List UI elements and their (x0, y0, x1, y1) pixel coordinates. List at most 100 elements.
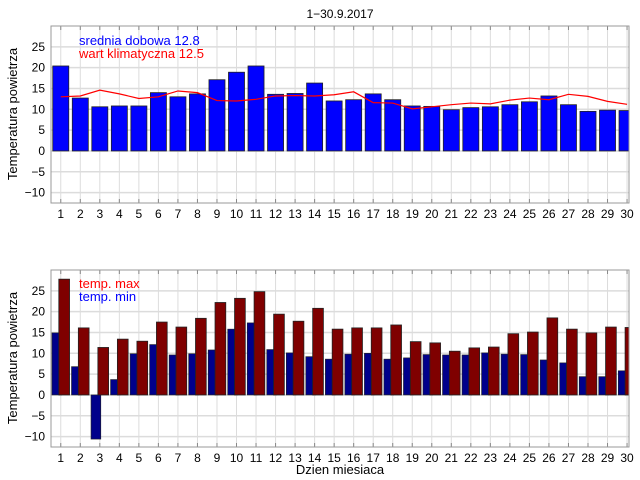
y-tick-label: 15 (32, 81, 46, 95)
y-tick-label: 10 (32, 346, 46, 360)
max-temp-bar (214, 302, 227, 396)
x-tick-label: 12 (269, 207, 283, 221)
y-tick-label: 25 (32, 40, 46, 54)
x-tick-label: 15 (327, 207, 341, 221)
y-tick-label: −5 (31, 165, 45, 179)
max-temp-bar (390, 324, 402, 396)
x-axis-label: Dzien miesiaca (296, 462, 385, 477)
x-tick-label: 18 (386, 207, 400, 221)
max-temp-bar (624, 327, 630, 396)
x-tick-label: 14 (308, 207, 322, 221)
max-temp-bar (546, 317, 559, 396)
max-temp-bar (58, 278, 70, 396)
max-temp-bar (234, 297, 246, 396)
mean-bar (306, 82, 324, 152)
mean-bar (521, 101, 538, 152)
x-tick-label: 3 (96, 451, 103, 465)
max-temp-bar (312, 307, 324, 396)
legend-mean: srednia dobowa 12.8 (79, 33, 200, 48)
x-tick-label: 26 (542, 207, 556, 221)
x-tick-label: 10 (230, 207, 244, 221)
x-tick-label: 27 (562, 451, 576, 465)
mean-bar (189, 93, 206, 152)
mean-bar (423, 105, 441, 152)
x-tick-label: 27 (562, 207, 576, 221)
mean-bar (91, 106, 109, 152)
max-temp-bar (488, 346, 500, 396)
max-temp-bar (585, 332, 598, 396)
max-temp-bar (253, 291, 266, 396)
mean-bar (618, 110, 630, 152)
x-tick-label: 16 (347, 207, 361, 221)
max-temp-bar (195, 317, 207, 396)
x-tick-label: 29 (601, 451, 615, 465)
y-tick-label: −5 (31, 409, 45, 423)
max-temp-bar (468, 347, 481, 396)
legend-min: temp. min (79, 289, 136, 304)
x-tick-label: 6 (155, 207, 162, 221)
mean-bar (208, 79, 226, 152)
x-tick-label: 16 (347, 451, 361, 465)
mean-bar (169, 96, 187, 152)
x-tick-label: 24 (503, 207, 517, 221)
x-tick-label: 10 (230, 451, 244, 465)
x-tick-label: 19 (406, 207, 420, 221)
y-tick-label: 5 (38, 367, 45, 381)
x-tick-label: 13 (288, 207, 302, 221)
mean-bar (501, 104, 519, 152)
mean-bar (599, 109, 616, 152)
x-tick-label: 11 (250, 451, 263, 465)
x-tick-label: 22 (464, 207, 478, 221)
max-temp-bar (292, 320, 305, 396)
x-tick-label: 30 (620, 451, 634, 465)
x-tick-label: 17 (367, 451, 381, 465)
x-tick-label: 8 (194, 451, 201, 465)
max-temp-bar (429, 342, 441, 396)
x-tick-label: 22 (464, 451, 478, 465)
mean-bar (110, 105, 128, 152)
x-tick-label: 8 (194, 207, 201, 221)
max-temp-bar (156, 321, 168, 396)
max-temp-bar (409, 341, 422, 396)
x-tick-label: 20 (425, 207, 439, 221)
mean-bar (130, 105, 148, 152)
climate-line (60, 89, 628, 110)
max-temp-bar (97, 347, 110, 396)
x-tick-label: 21 (445, 207, 459, 221)
x-tick-label: 5 (136, 451, 143, 465)
mean-bar (149, 92, 167, 152)
y-tick-label: 0 (38, 388, 45, 402)
legend-max: temp. max (79, 276, 140, 291)
mean-bar (442, 109, 460, 152)
x-tick-label: 28 (581, 451, 595, 465)
y-tick-label: 20 (32, 305, 46, 319)
max-temp-bar (136, 340, 149, 396)
max-temp-bar (116, 338, 129, 396)
mean-bar (462, 107, 480, 152)
x-tick-label: 26 (542, 451, 556, 465)
max-temp-bar (331, 328, 344, 396)
max-temp-bar (370, 327, 383, 396)
x-tick-label: 20 (425, 451, 439, 465)
x-tick-label: 5 (136, 207, 143, 221)
x-tick-label: 6 (155, 451, 162, 465)
x-tick-label: 23 (484, 451, 498, 465)
x-tick-label: 9 (214, 207, 221, 221)
x-tick-label: 9 (214, 451, 221, 465)
x-tick-label: 12 (269, 451, 283, 465)
y-tick-label: −10 (25, 186, 46, 200)
mean-bar (579, 110, 597, 152)
y-tick-label: 10 (32, 102, 46, 116)
x-tick-label: 11 (250, 207, 263, 221)
x-tick-label: 15 (327, 451, 341, 465)
max-temp-bar (351, 327, 363, 396)
mean-bar (560, 104, 577, 152)
mean-bar (481, 106, 499, 152)
max-temp-bar (566, 328, 578, 396)
x-tick-label: 7 (175, 207, 182, 221)
x-tick-label: 23 (484, 207, 498, 221)
x-tick-label: 2 (77, 207, 84, 221)
y-tick-label: 0 (38, 144, 45, 158)
x-tick-label: 18 (386, 451, 400, 465)
mean-bar (364, 93, 382, 152)
